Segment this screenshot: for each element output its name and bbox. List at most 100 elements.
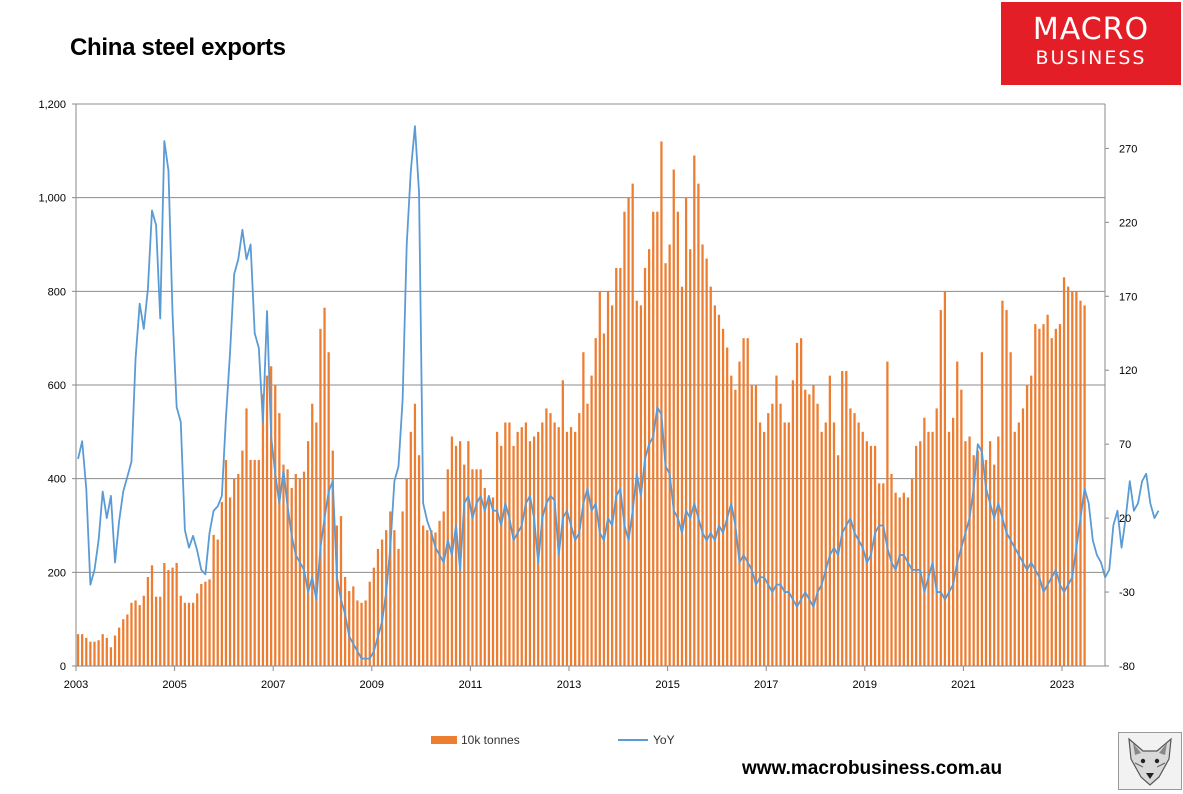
bar xyxy=(586,403,589,666)
bar xyxy=(1001,300,1004,666)
bar xyxy=(997,436,1000,666)
bar xyxy=(865,441,868,666)
bar xyxy=(343,577,347,666)
bar xyxy=(730,375,733,666)
x-tick-label: 2013 xyxy=(557,679,581,691)
bar xyxy=(680,286,684,666)
bar xyxy=(179,595,182,666)
bar xyxy=(836,455,840,666)
bar xyxy=(795,342,799,666)
bar xyxy=(590,375,593,666)
bar xyxy=(1062,277,1066,666)
y-left-tick-label: 0 xyxy=(60,661,66,673)
bar xyxy=(446,469,449,666)
x-tick-label: 2021 xyxy=(951,679,975,691)
bar xyxy=(93,641,96,666)
bar xyxy=(886,361,889,666)
bar xyxy=(808,394,811,666)
bar xyxy=(611,305,614,666)
bar xyxy=(931,431,934,666)
bar xyxy=(196,593,199,666)
bar xyxy=(779,403,782,666)
bar xyxy=(799,338,803,666)
bar xyxy=(500,445,503,666)
website-link[interactable]: www.macrobusiness.com.au xyxy=(742,758,1003,779)
bar xyxy=(380,539,384,666)
bar xyxy=(479,469,482,666)
bar xyxy=(335,525,339,666)
bar xyxy=(516,431,519,666)
bar xyxy=(348,591,351,666)
bar xyxy=(200,584,203,666)
bar-series xyxy=(76,141,1086,667)
bar xyxy=(1079,300,1082,666)
bar xyxy=(919,441,922,666)
x-tick-label: 2011 xyxy=(459,679,483,691)
bar xyxy=(873,445,877,666)
bar xyxy=(705,258,708,666)
bar xyxy=(1042,324,1045,666)
bar xyxy=(898,497,901,666)
bar xyxy=(615,267,618,666)
axes xyxy=(72,103,1109,671)
bar xyxy=(438,520,441,666)
bar xyxy=(1021,408,1025,666)
bar xyxy=(935,408,938,666)
bar xyxy=(660,141,663,667)
bar xyxy=(298,478,302,666)
bar xyxy=(475,469,478,666)
y-left-tick-label: 1,000 xyxy=(38,193,66,205)
bar xyxy=(245,408,248,666)
bar xyxy=(212,534,215,666)
bar xyxy=(434,532,437,666)
bar xyxy=(984,459,988,666)
bar xyxy=(113,635,117,666)
bar xyxy=(783,422,786,666)
bar xyxy=(553,422,556,666)
bar xyxy=(364,600,367,666)
bar xyxy=(315,422,318,666)
bar xyxy=(261,394,265,666)
bar xyxy=(915,445,918,666)
bar xyxy=(286,469,289,666)
bar xyxy=(709,286,712,666)
y-left-tick-label: 800 xyxy=(48,286,66,298)
bar xyxy=(758,422,762,666)
bar xyxy=(943,291,947,666)
y-left-tick-label: 1,200 xyxy=(38,99,66,111)
bar xyxy=(763,431,766,666)
bar xyxy=(993,464,996,666)
bar xyxy=(163,562,166,666)
bar xyxy=(976,450,979,666)
bar xyxy=(820,431,823,666)
bar xyxy=(487,497,491,666)
bar xyxy=(270,366,273,666)
bar xyxy=(208,579,211,666)
bar xyxy=(713,305,716,666)
bar xyxy=(134,600,137,666)
bar xyxy=(672,169,675,666)
y-right-tick-label: 270 xyxy=(1119,143,1137,155)
bar xyxy=(668,244,671,666)
bar xyxy=(508,422,511,666)
bar xyxy=(233,478,236,666)
bar xyxy=(224,459,228,666)
bar xyxy=(175,562,178,666)
bar xyxy=(454,445,458,666)
bar xyxy=(146,577,150,666)
bar xyxy=(368,581,371,666)
bar xyxy=(980,352,984,666)
bar xyxy=(1054,328,1057,666)
bar xyxy=(569,427,573,666)
bar xyxy=(405,478,408,666)
bar xyxy=(684,197,688,667)
macrobusiness-logo[interactable]: MACRO BUSINESS xyxy=(1001,2,1181,85)
bar xyxy=(306,441,310,666)
bar xyxy=(894,492,897,666)
y-right-tick-label: -80 xyxy=(1119,661,1135,673)
bar xyxy=(319,328,322,666)
bar xyxy=(274,385,277,666)
bar xyxy=(549,413,552,666)
bar xyxy=(237,473,240,666)
bar xyxy=(537,431,540,666)
